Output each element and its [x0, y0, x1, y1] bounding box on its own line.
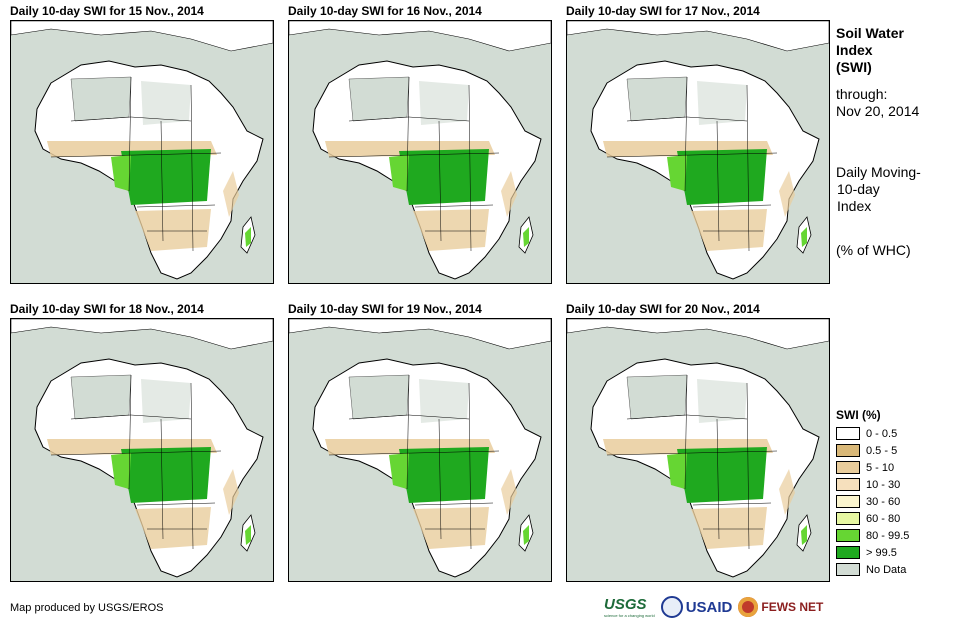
africa-map: [288, 20, 552, 284]
legend-swatch: [836, 546, 860, 559]
credit-text: Map produced by USGS/EROS: [10, 602, 164, 614]
legend-label: No Data: [866, 563, 907, 576]
legend-swatch: [836, 427, 860, 440]
legend-swatch: [836, 444, 860, 457]
panel-title: Daily 10-day SWI for 15 Nov., 2014: [10, 4, 204, 18]
legend-item: 5 - 10: [836, 460, 909, 475]
legend-swatch: [836, 563, 860, 576]
legend-item: No Data: [836, 562, 909, 577]
legend-label: 0.5 - 5: [866, 444, 898, 457]
legend-label: 60 - 80: [866, 512, 901, 525]
africa-map: [10, 20, 274, 284]
legend: SWI (%) 0 - 0.5 0.5 - 5 5 - 10 10 - 30 30 - …: [836, 408, 909, 579]
legend-swatch: [836, 495, 860, 508]
usgs-logo: USGS science for a changing world: [604, 596, 655, 618]
description-line: 10-day: [837, 181, 880, 197]
panel-title: Daily 10-day SWI for 19 Nov., 2014: [288, 302, 482, 316]
description-line: Index: [837, 198, 872, 214]
legend-swatch: [836, 529, 860, 542]
legend-label: > 99.5: [866, 546, 897, 559]
through-label: through:: [836, 86, 888, 102]
legend-item: > 99.5: [836, 545, 909, 560]
usaid-seal-icon: [660, 596, 683, 618]
usgs-wordmark: USGS: [604, 596, 647, 613]
legend-swatch: [836, 512, 860, 525]
unit-label: (% of WHC): [836, 242, 911, 258]
africa-map: [10, 318, 274, 582]
description-line: Daily Moving-: [836, 164, 921, 180]
africa-map: [566, 20, 830, 284]
panel-title: Daily 10-day SWI for 17 Nov., 2014: [566, 4, 760, 18]
fewsnet-wordmark: FEWS NET: [761, 600, 824, 614]
through-date: Nov 20, 2014: [836, 103, 920, 119]
legend-item: 30 - 60: [836, 494, 909, 509]
panel-title: Daily 10-day SWI for 16 Nov., 2014: [288, 4, 482, 18]
side-title-line: Index: [836, 42, 873, 58]
legend-title: SWI (%): [836, 408, 881, 422]
africa-map: [566, 318, 830, 582]
legend-label: 80 - 99.5: [866, 529, 910, 542]
fewsnet-logo: FEWS NET: [738, 597, 823, 617]
legend-label: 30 - 60: [866, 495, 901, 508]
side-title-line: (SWI): [836, 59, 872, 75]
usaid-wordmark: USAID: [685, 598, 733, 616]
description-block: Daily Moving- 10-day Index: [836, 164, 921, 215]
africa-map: [288, 318, 552, 582]
panel-title: Daily 10-day SWI for 20 Nov., 2014: [566, 302, 760, 316]
legend-swatch: [836, 478, 860, 491]
legend-item: 0 - 0.5: [836, 426, 909, 441]
legend-item: 60 - 80: [836, 511, 909, 526]
legend-label: 10 - 30: [866, 478, 901, 491]
legend-label: 5 - 10: [866, 461, 895, 474]
legend-label: 0 - 0.5: [866, 427, 898, 440]
side-title-line: Soil Water: [836, 25, 904, 41]
legend-item: 0.5 - 5: [836, 443, 909, 458]
legend-item: 10 - 30: [836, 477, 909, 492]
legend-swatch: [836, 461, 860, 474]
usaid-logo: USAID: [660, 596, 733, 618]
usgs-tagline: science for a changing world: [604, 613, 655, 618]
legend-item: 80 - 99.5: [836, 528, 909, 543]
fewsnet-seal-icon: [738, 597, 759, 617]
through-block: through: Nov 20, 2014: [836, 86, 919, 120]
side-title: Soil Water Index (SWI): [836, 25, 904, 76]
logos: USGS science for a changing world USAID …: [604, 594, 829, 620]
legend-rows: 0 - 0.5 0.5 - 5 5 - 10 10 - 30 30 - 60 60 - 8…: [836, 426, 909, 577]
panel-title: Daily 10-day SWI for 18 Nov., 2014: [10, 302, 204, 316]
